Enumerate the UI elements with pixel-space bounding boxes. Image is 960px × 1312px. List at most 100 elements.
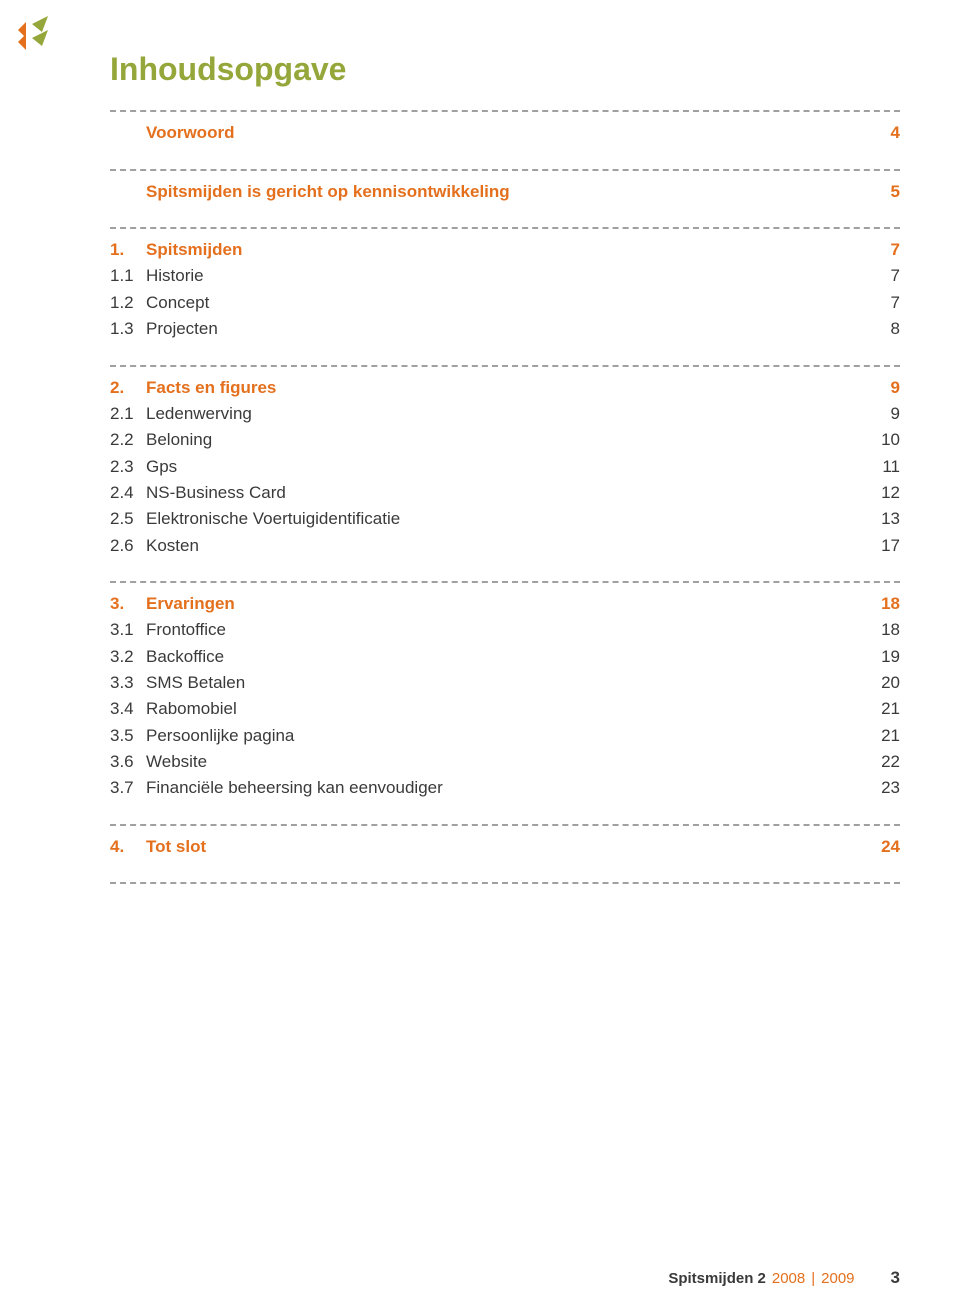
toc-item-page: 9	[860, 401, 900, 427]
toc-item-row[interactable]: 1.2Concept7	[110, 290, 900, 316]
toc-section: 2.Facts en figures92.1Ledenwerving92.2Be…	[110, 365, 900, 559]
toc-item-page: 8	[860, 316, 900, 342]
toc-item-page: 17	[860, 533, 900, 559]
toc-item-text: Frontoffice	[146, 620, 226, 639]
toc-heading-label: 1.Spitsmijden	[110, 237, 860, 263]
toc-item-label: 1.1Historie	[110, 263, 860, 289]
toc-heading-page: 24	[860, 834, 900, 860]
toc-item-row[interactable]: 2.4NS-Business Card 12	[110, 480, 900, 506]
toc-item-page: 21	[860, 696, 900, 722]
toc-item-label: 3.1Frontoffice	[110, 617, 860, 643]
toc-heading-row[interactable]: Voorwoord 4	[110, 120, 900, 146]
toc-section: 3.Ervaringen183.1Frontoffice183.2Backoff…	[110, 581, 900, 802]
toc-item-text: SMS Betalen	[146, 673, 245, 692]
toc-item-number: 2.3	[110, 454, 146, 480]
toc-heading-text: Voorwoord	[146, 123, 234, 142]
toc-item-text: Gps	[146, 457, 177, 476]
toc-item-text: Elektronische Voertuigidentificatie	[146, 509, 400, 528]
toc-item-number: 3.4	[110, 696, 146, 722]
page-footer: Spitsmijden 2 2008 | 2009 3	[668, 1268, 900, 1288]
toc-heading-row[interactable]: 4.Tot slot24	[110, 834, 900, 860]
toc-item-row[interactable]: 2.2Beloning10	[110, 427, 900, 453]
toc-heading-text: Spitsmijden	[146, 240, 242, 259]
toc-item-page: 21	[860, 723, 900, 749]
toc-item-number: 2.6	[110, 533, 146, 559]
toc-item-row[interactable]: 3.5Persoonlijke pagina21	[110, 723, 900, 749]
toc-item-text: Persoonlijke pagina	[146, 726, 294, 745]
toc-item-row[interactable]: 2.3Gps11	[110, 454, 900, 480]
toc-item-text: Concept	[146, 293, 209, 312]
toc-heading-row[interactable]: Spitsmijden is gericht op kennisontwikke…	[110, 179, 900, 205]
toc-item-label: 2.3Gps	[110, 454, 860, 480]
toc-item-page: 11	[860, 454, 900, 480]
toc-heading-page: 18	[860, 591, 900, 617]
section-separator	[110, 227, 900, 229]
toc-item-number: 3.7	[110, 775, 146, 801]
toc-item-text: NS-Business Card	[146, 483, 286, 502]
toc-item-page: 20	[860, 670, 900, 696]
toc-item-label: 2.6Kosten	[110, 533, 860, 559]
toc-item-text: Historie	[146, 266, 204, 285]
toc-heading-number: 2.	[110, 375, 146, 401]
toc-item-number: 3.3	[110, 670, 146, 696]
toc-item-page: 7	[860, 290, 900, 316]
toc-item-row[interactable]: 3.6Website22	[110, 749, 900, 775]
toc-item-label: 2.1Ledenwerving	[110, 401, 860, 427]
toc-item-row[interactable]: 1.1Historie7	[110, 263, 900, 289]
toc-item-number: 3.6	[110, 749, 146, 775]
toc-item-row[interactable]: 3.2Backoffice19	[110, 644, 900, 670]
toc-item-number: 1.1	[110, 263, 146, 289]
toc-item-page: 7	[860, 263, 900, 289]
toc-section: 4.Tot slot24	[110, 824, 900, 860]
document-page: Inhoudsopgave Voorwoord 4 Spitsmijden is g…	[0, 0, 960, 1312]
toc-item-page: 19	[860, 644, 900, 670]
toc-heading-label: 2.Facts en figures	[110, 375, 860, 401]
toc-heading-row[interactable]: 2.Facts en figures9	[110, 375, 900, 401]
toc-item-label: 1.2Concept	[110, 290, 860, 316]
toc-item-page: 10	[860, 427, 900, 453]
toc-item-label: 3.2Backoffice	[110, 644, 860, 670]
toc-item-label: 3.6Website	[110, 749, 860, 775]
footer-sep: |	[811, 1270, 815, 1287]
page-title: Inhoudsopgave	[110, 51, 900, 88]
toc-heading-label: 3.Ervaringen	[110, 591, 860, 617]
toc-item-page: 23	[860, 775, 900, 801]
toc-item-label: 2.5Elektronische Voertuigidentificatie	[110, 506, 860, 532]
toc-item-row[interactable]: 1.3Projecten8	[110, 316, 900, 342]
toc-heading-page: 4	[860, 120, 900, 146]
toc-heading-number: 3.	[110, 591, 146, 617]
toc-item-text: Ledenwerving	[146, 404, 252, 423]
footer-year-2: 2009	[821, 1270, 854, 1287]
toc-section: Voorwoord 4	[110, 110, 900, 146]
toc-heading-text: Tot slot	[146, 837, 206, 856]
toc-item-row[interactable]: 2.1Ledenwerving9	[110, 401, 900, 427]
toc-item-row[interactable]: 2.5Elektronische Voertuigidentificatie13	[110, 506, 900, 532]
toc-item-text: Kosten	[146, 536, 199, 555]
toc-item-text: Financiële beheersing kan eenvoudiger	[146, 778, 443, 797]
section-separator	[110, 824, 900, 826]
toc-item-number: 2.5	[110, 506, 146, 532]
toc-item-number: 2.2	[110, 427, 146, 453]
toc-item-row[interactable]: 3.3SMS Betalen20	[110, 670, 900, 696]
toc-item-page: 12	[860, 480, 900, 506]
toc-section: Spitsmijden is gericht op kennisontwikke…	[110, 169, 900, 205]
toc-heading-row[interactable]: 1.Spitsmijden7	[110, 237, 900, 263]
toc-item-text: Rabomobiel	[146, 699, 237, 718]
toc-item-label: 3.3SMS Betalen	[110, 670, 860, 696]
toc-item-number: 2.4	[110, 480, 146, 506]
toc-item-row[interactable]: 3.7Financiële beheersing kan eenvoudiger…	[110, 775, 900, 801]
toc-heading-label: 4.Tot slot	[110, 834, 860, 860]
toc-item-number: 2.1	[110, 401, 146, 427]
toc-heading-row[interactable]: 3.Ervaringen18	[110, 591, 900, 617]
toc-heading-page: 9	[860, 375, 900, 401]
toc-item-row[interactable]: 3.4Rabomobiel 21	[110, 696, 900, 722]
toc-heading-text: Ervaringen	[146, 594, 235, 613]
toc-item-row[interactable]: 2.6Kosten17	[110, 533, 900, 559]
toc-item-text: Website	[146, 752, 207, 771]
toc-item-number: 3.1	[110, 617, 146, 643]
toc-heading-number: 4.	[110, 834, 146, 860]
toc-item-row[interactable]: 3.1Frontoffice18	[110, 617, 900, 643]
toc-heading-page: 5	[860, 179, 900, 205]
toc-item-number: 1.2	[110, 290, 146, 316]
section-separator	[110, 365, 900, 367]
